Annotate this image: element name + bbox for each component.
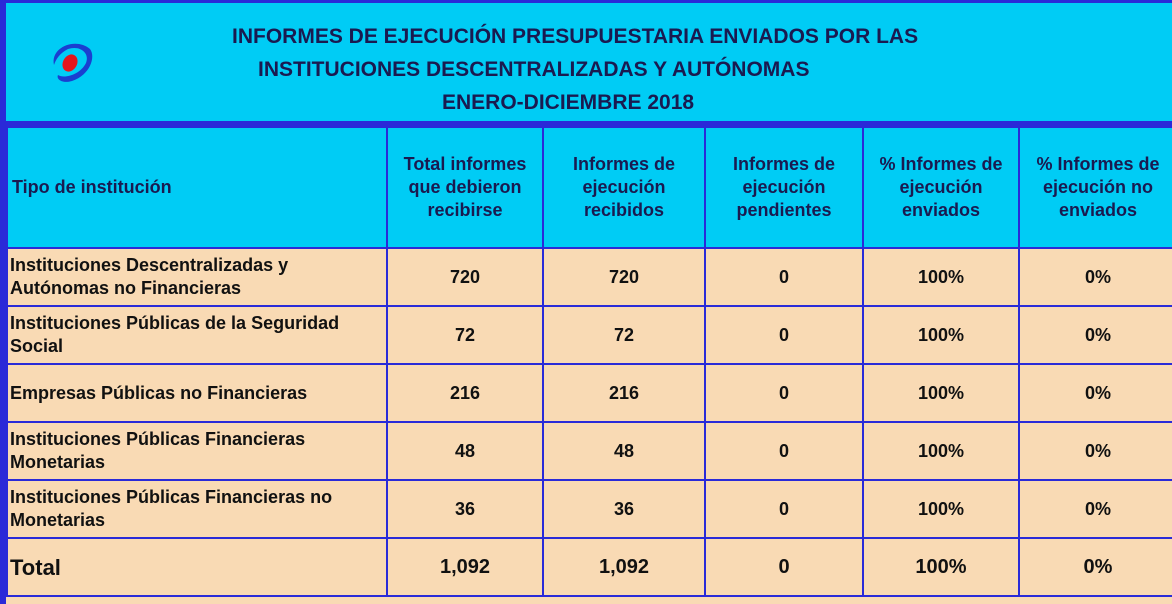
cell: 720 [386,247,544,307]
cell: 0 [704,537,864,597]
cell: 48 [386,421,544,481]
column-header: Tipo de institución [6,126,388,249]
cell: 0 [704,363,864,423]
cell: 0% [1018,537,1172,597]
cell: 36 [386,479,544,539]
table-row: Instituciones Descentralizadas y Autónom… [6,247,1172,307]
cell: 36 [542,479,706,539]
logo [53,43,93,82]
row-label: Instituciones Públicas Financieras no Mo… [6,479,388,539]
title-line: INFORMES DE EJECUCIÓN PRESUPUESTARIA ENV… [232,25,919,48]
row-label: Instituciones Públicas Financieras Monet… [6,421,388,481]
total-row: Total 1,092 1,092 0 100% 0% [6,537,1172,597]
cell: 0 [704,305,864,365]
table-row: Instituciones Públicas Financieras no Mo… [6,479,1172,539]
cell: 0% [1018,363,1172,423]
cell: 1,092 [542,537,706,597]
row-label: Total [6,537,388,597]
column-header: % Informes de ejecución no enviados [1018,126,1172,249]
cell: 100% [862,363,1020,423]
column-header: Informes de ejecución recibidos [542,126,706,249]
cell: 720 [542,247,706,307]
table-row: Empresas Públicas no Financieras 216 216 0 1… [6,363,1172,423]
row-label: Instituciones Descentralizadas y Autónom… [6,247,388,307]
cell: 216 [542,363,706,423]
cell: 0% [1018,421,1172,481]
cell: 0% [1018,305,1172,365]
title-line: INSTITUCIONES DESCENTRALIZADAS Y AUTÓNOM… [258,58,810,81]
table-row: Instituciones Públicas de la Seguridad S… [6,305,1172,365]
cell: 100% [862,479,1020,539]
cell: 216 [386,363,544,423]
cell: 0 [704,421,864,481]
cell: 0% [1018,247,1172,307]
cell: 48 [542,421,706,481]
cell: 0 [704,247,864,307]
cell: 72 [542,305,706,365]
cell: 100% [862,247,1020,307]
cell: 72 [386,305,544,365]
title-band: INFORMES DE EJECUCIÓN PRESUPUESTARIA ENV… [6,3,1172,126]
header-row: Tipo de institución Total informes que de… [6,126,1172,249]
column-header: Informes de ejecución pendientes [704,126,864,249]
cell: 100% [862,305,1020,365]
row-label: Instituciones Públicas de la Seguridad S… [6,305,388,365]
cell: 0 [704,479,864,539]
cell: 0% [1018,479,1172,539]
row-label: Empresas Públicas no Financieras [6,363,388,423]
cell: 1,092 [386,537,544,597]
column-header: Total informes que debieron recibirse [386,126,544,249]
cell: 100% [862,537,1020,597]
title-line: ENERO-DICIEMBRE 2018 [442,91,695,114]
cell: 100% [862,421,1020,481]
column-header: % Informes de ejecución enviados [862,126,1020,249]
table-row: Instituciones Públicas Financieras Monet… [6,421,1172,481]
report-table: Tipo de institución Total informes que de… [6,126,1172,597]
